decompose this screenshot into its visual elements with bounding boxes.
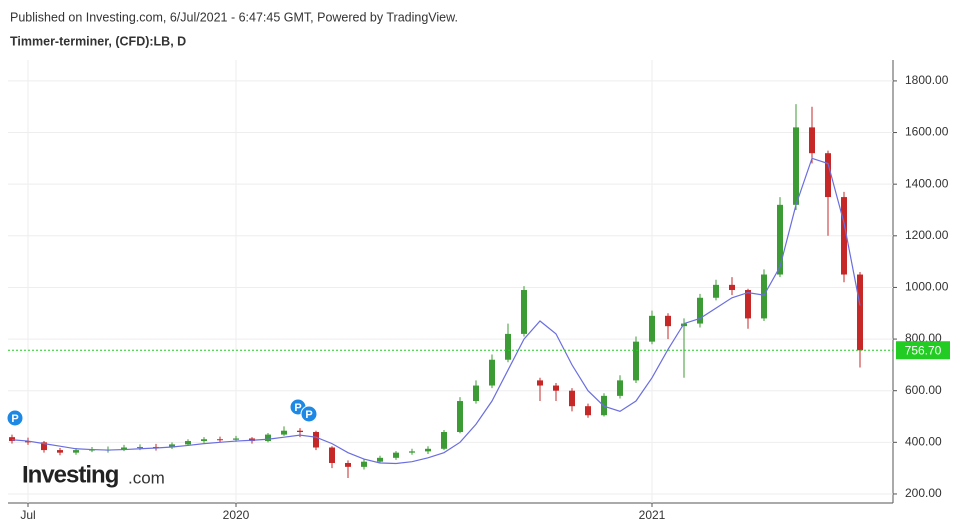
candle-body [393,452,399,458]
symbol-title: Timmer-terminer, (CFD):LB, D [10,34,186,48]
candle-body [793,127,799,205]
candle-body [809,127,815,154]
candle-body [329,447,335,463]
y-tick-label: 600.00 [905,383,942,397]
moving-average-line [11,157,861,465]
candle-body [505,333,511,360]
candle-body [377,457,383,462]
event-marker [300,405,318,423]
candle-body [617,380,623,396]
candle-body [841,197,847,275]
y-tick-label: 400.00 [905,435,942,449]
y-tick-label: 1400.00 [905,176,949,190]
candle-body [345,462,351,467]
candle-body [121,447,127,450]
candle-body [489,359,495,386]
published-note: Published on Investing.com, 6/Jul/2021 -… [10,10,458,24]
candle-body [761,274,767,319]
y-tick-label: 1800.00 [905,73,949,87]
candle-body [201,439,207,442]
candle-body [169,444,175,448]
candle-body [265,434,271,442]
candle-body [697,297,703,324]
candle-body [473,385,479,402]
x-tick-label: 2020 [223,508,250,522]
candle-body [57,450,63,453]
event-marker-label: P [11,413,18,425]
candle-body [713,284,719,298]
candle-body [41,442,47,451]
event-marker-label: P [305,409,312,421]
candle-body [729,284,735,291]
candle-body [537,380,543,386]
event-marker [6,409,24,427]
candle-body [569,390,575,407]
candle-body [585,406,591,416]
y-tick-label: 1000.00 [905,280,949,294]
candle-body [217,439,223,441]
candle-body [649,315,655,342]
candle-body [185,441,191,445]
logo-brand: Investing [22,461,119,488]
candle-body [409,451,415,453]
candle-body [665,315,671,327]
event-marker-label: P [294,402,301,414]
y-tick-label: 1200.00 [905,228,949,242]
candle-body [9,437,15,442]
candle-body [681,323,687,327]
candle-body [553,385,559,391]
x-tick-label: Jul [20,508,35,522]
y-tick-label: 1600.00 [905,125,949,139]
candle-body [825,153,831,198]
last-price-tag [896,341,950,360]
candle-body [857,274,863,351]
candle-body [777,204,783,275]
candle-body [25,441,31,443]
candle-body [313,432,319,448]
logo-suffix: .com [128,468,165,487]
candle-body [361,461,367,467]
candle-body [281,430,287,435]
candle-body [233,438,239,440]
candle-body [297,430,303,433]
y-tick-label: 200.00 [905,486,942,500]
last-price-label: 756.70 [905,343,942,357]
candle-body [633,341,639,381]
candle-body [425,448,431,452]
candle-body [137,446,143,448]
candle-body [441,432,447,449]
candle-body [457,401,463,433]
candle-body [521,290,527,334]
x-tick-label: 2021 [639,508,666,522]
candle-body [745,290,751,319]
candle-body [73,450,79,453]
